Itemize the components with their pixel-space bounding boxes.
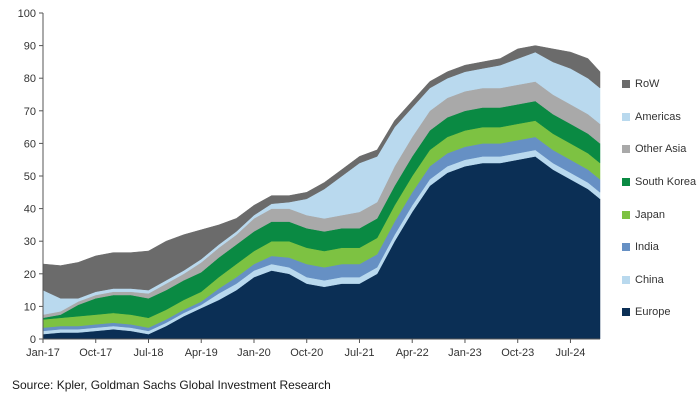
y-tick-label: 0 — [30, 334, 36, 346]
legend-swatch — [622, 243, 630, 252]
y-tick-label: 90 — [24, 41, 36, 53]
legend-swatch — [622, 178, 630, 187]
legend-item-other-asia: Other Asia — [622, 133, 700, 166]
legend-item-row: RoW — [622, 68, 700, 101]
y-tick-label: 40 — [24, 204, 36, 216]
x-tick-label: Jan-23 — [448, 347, 482, 359]
stacked-area-chart: Jan-17 Oct-17 Jul-18 Apr-19 Jan-20 Oct-20 Jul-… — [18, 8, 601, 359]
x-tick-label: Jan-20 — [237, 347, 271, 359]
legend-label: RoW — [635, 78, 660, 91]
x-tick-label: Oct-17 — [79, 347, 112, 359]
legend-item-china: China — [622, 264, 700, 297]
legend-item-south-korea: South Korea — [622, 166, 700, 199]
y-tick-label: 30 — [24, 236, 36, 248]
y-tick-label: 100 — [18, 8, 36, 20]
x-tick-label: Jul-21 — [344, 347, 374, 359]
legend-item-india: India — [622, 231, 700, 264]
legend-label: Japan — [635, 208, 665, 221]
source-note: Source: Kpler, Goldman Sachs Global Inve… — [12, 378, 331, 392]
x-tick-label: Jul-24 — [555, 347, 585, 359]
legend-label: India — [635, 241, 659, 254]
legend-swatch — [622, 80, 630, 89]
legend-item-europe: Europe — [622, 296, 700, 329]
series-areas — [42, 45, 601, 340]
legend-swatch — [622, 275, 630, 284]
y-tick-label: 70 — [24, 106, 36, 118]
legend-swatch — [622, 308, 630, 317]
x-tick-label: Apr-19 — [185, 347, 218, 359]
y-axis-ticks: 0 10 20 30 40 50 60 70 80 90 100 — [18, 8, 43, 346]
area-row — [42, 45, 601, 299]
x-tick-label: Oct-23 — [501, 347, 534, 359]
x-tick-label: Apr-22 — [396, 347, 429, 359]
x-axis-ticks: Jan-17 Oct-17 Jul-18 Apr-19 Jan-20 Oct-20 Jul-… — [26, 339, 585, 359]
y-tick-label: 80 — [24, 73, 36, 85]
legend-item-japan: Japan — [622, 198, 700, 231]
y-tick-label: 20 — [24, 269, 36, 281]
y-tick-label: 60 — [24, 138, 36, 150]
x-tick-label: Jul-18 — [134, 347, 164, 359]
legend-label: Americas — [635, 110, 681, 123]
y-tick-label: 10 — [24, 301, 36, 313]
legend-swatch — [622, 112, 630, 121]
legend: RoW Americas Other Asia South Korea Japan Ind… — [622, 68, 700, 329]
y-tick-label: 50 — [24, 171, 36, 183]
legend-label: Other Asia — [635, 143, 687, 156]
chart-container: Jan-17 Oct-17 Jul-18 Apr-19 Jan-20 Oct-20 Jul-… — [18, 8, 700, 359]
legend-item-americas: Americas — [622, 101, 700, 134]
legend-swatch — [622, 210, 630, 219]
x-tick-label: Jan-17 — [26, 347, 60, 359]
legend-swatch — [622, 145, 630, 154]
legend-label: South Korea — [635, 176, 697, 189]
legend-label: China — [635, 273, 664, 286]
legend-label: Europe — [635, 306, 671, 319]
x-tick-label: Oct-20 — [290, 347, 323, 359]
